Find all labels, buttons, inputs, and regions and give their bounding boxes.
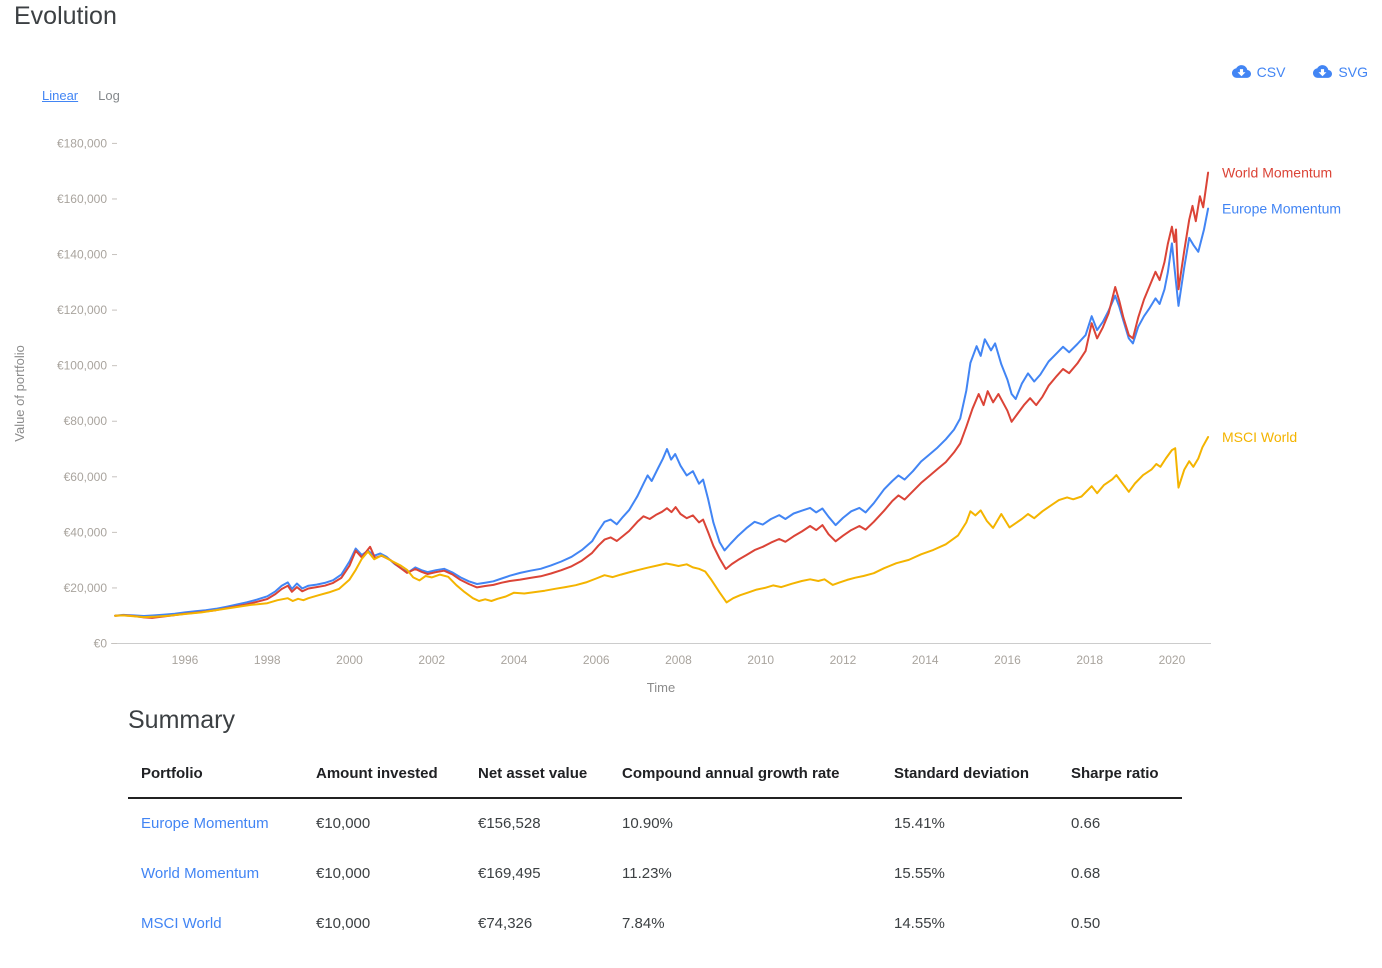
table-row: Europe Momentum €10,000 €156,528 10.90% … (128, 798, 1182, 848)
x-tick-label: 2018 (1076, 653, 1103, 667)
x-tick-label: 2000 (336, 653, 363, 667)
x-tick-label: 2002 (418, 653, 445, 667)
y-tick-label: €160,000 (57, 192, 107, 206)
standard-deviation-value: 15.41% (894, 815, 945, 832)
col-header-sharpe-ratio: Sharpe ratio (1071, 765, 1159, 782)
summary-table: Portfolio Amount invested Net asset valu… (128, 765, 1182, 948)
cagr-value: 11.23% (622, 864, 672, 882)
cloud-download-icon (1231, 65, 1251, 78)
standard-deviation-value: 15.55% (894, 864, 945, 882)
x-tick-label: 2012 (830, 653, 857, 667)
log-scale-link[interactable]: Log (98, 88, 120, 103)
summary-section: Summary Portfolio Amount invested Net as… (0, 706, 1382, 948)
y-tick-label: €20,000 (64, 581, 108, 595)
col-header-amount-invested: Amount invested (316, 765, 438, 782)
page-title: Evolution (14, 2, 117, 30)
amount-invested-value: €10,000 (316, 815, 371, 832)
x-tick-label: 2008 (665, 653, 692, 667)
col-header-cagr: Compound annual growth rate (622, 765, 840, 782)
x-axis-title: Time (647, 680, 675, 695)
y-tick-label: €140,000 (57, 248, 107, 262)
net-asset-value: €74,326 (478, 914, 533, 932)
amount-invested-value: €10,000 (316, 914, 371, 932)
amount-invested-value: €10,000 (316, 864, 371, 882)
series-label-europe-momentum: Europe Momentum (1222, 201, 1341, 217)
y-tick-label: €0 (94, 637, 108, 651)
net-asset-value: €156,528 (478, 815, 541, 832)
scale-toggle: Linear Log (42, 88, 120, 103)
download-csv-button[interactable]: CSV (1231, 62, 1286, 81)
sharpe-ratio-value: 0.68 (1071, 864, 1101, 882)
y-tick-label: €120,000 (57, 303, 107, 317)
portfolio-link-europe-momentum[interactable]: Europe Momentum (141, 815, 269, 832)
series-line-world-momentum[interactable] (114, 171, 1210, 619)
evolution-section: Evolution Linear Log CSV SVG €0 €20,000 €40… (0, 0, 1382, 700)
standard-deviation-value: 14.55% (894, 914, 945, 932)
portfolio-link-msci-world[interactable]: MSCI World (141, 914, 222, 932)
x-tick-label: 2010 (747, 653, 774, 667)
y-axis-title: Value of portfolio (12, 345, 27, 442)
col-header-standard-deviation: Standard deviation (894, 765, 1030, 782)
export-buttons: CSV SVG (1231, 62, 1368, 81)
csv-label: CSV (1256, 63, 1286, 80)
x-tick-label: 2006 (583, 653, 610, 667)
linear-scale-link[interactable]: Linear (42, 88, 79, 103)
table-header-row: Portfolio Amount invested Net asset valu… (128, 765, 1182, 798)
series-line-europe-momentum[interactable] (114, 207, 1210, 617)
table-row: World Momentum €10,000 €169,495 11.23% 1… (128, 848, 1182, 898)
download-svg-button[interactable]: SVG (1313, 62, 1368, 81)
y-tick-label: €80,000 (64, 414, 108, 428)
y-tick-label: €180,000 (57, 136, 107, 150)
net-asset-value: €169,495 (478, 864, 541, 882)
cagr-value: 10.90% (622, 815, 673, 832)
portfolio-link-world-momentum[interactable]: World Momentum (141, 864, 260, 882)
cloud-download-icon (1313, 65, 1333, 78)
series-label-msci-world: MSCI World (1222, 429, 1297, 445)
y-tick-label: €40,000 (64, 525, 108, 539)
sharpe-ratio-value: 0.50 (1071, 914, 1101, 932)
svg-label: SVG (1338, 63, 1368, 80)
x-tick-label: 2004 (501, 653, 528, 667)
series-label-world-momentum: World Momentum (1222, 165, 1332, 181)
sharpe-ratio-value: 0.66 (1071, 815, 1101, 832)
col-header-net-asset-value: Net asset value (478, 765, 588, 782)
y-tick-label: €60,000 (64, 470, 108, 484)
cagr-value: 7.84% (622, 914, 665, 932)
series-line-msci-world[interactable] (114, 436, 1210, 619)
x-tick-label: 2020 (1159, 653, 1186, 667)
table-row: MSCI World €10,000 €74,326 7.84% 14.55% … (128, 898, 1182, 948)
x-tick-label: 1998 (254, 653, 281, 667)
x-tick-label: 2014 (912, 653, 939, 667)
x-tick-label: 2016 (994, 653, 1021, 667)
y-tick-label: €100,000 (57, 359, 107, 373)
summary-title: Summary (128, 706, 235, 734)
evolution-chart[interactable]: €0 €20,000 €40,000 €60,000 €80,000 €100,000 €1… (0, 0, 1382, 700)
x-tick-label: 1996 (172, 653, 199, 667)
col-header-portfolio: Portfolio (141, 765, 203, 782)
